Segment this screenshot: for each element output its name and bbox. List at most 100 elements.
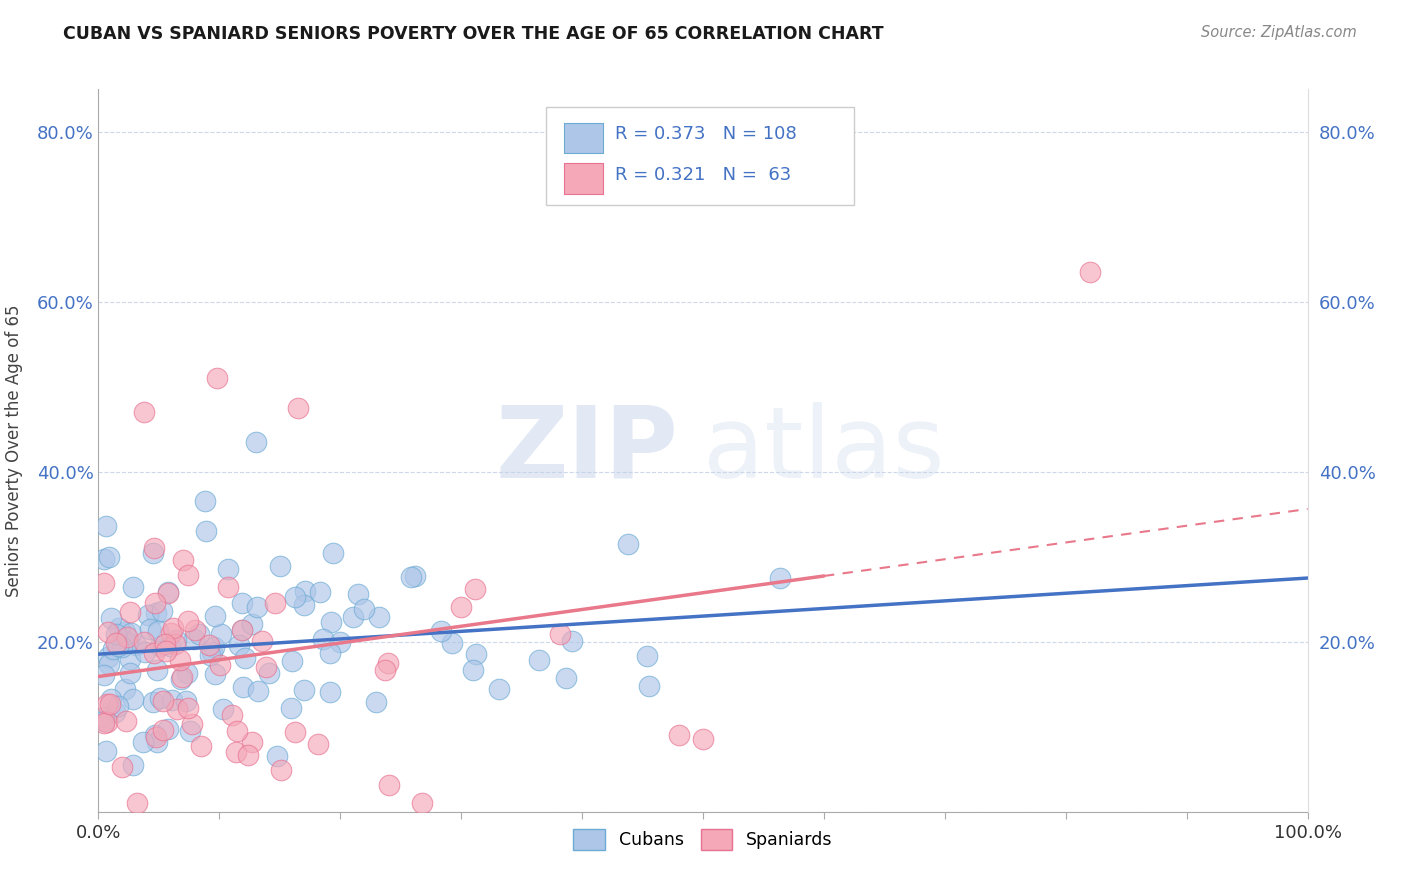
Point xyxy=(146,735,169,749)
Point xyxy=(638,679,661,693)
Point xyxy=(107,699,129,714)
Point xyxy=(142,541,165,556)
Point xyxy=(231,623,253,637)
Point xyxy=(668,728,690,742)
Point xyxy=(156,722,179,736)
Point xyxy=(172,553,194,567)
Point xyxy=(176,665,198,680)
Point xyxy=(157,586,180,600)
Point xyxy=(117,636,139,650)
Point xyxy=(235,651,257,665)
Point xyxy=(198,648,221,663)
Point xyxy=(146,664,169,678)
Point xyxy=(97,649,120,664)
Point xyxy=(181,717,204,731)
Point xyxy=(377,656,399,670)
Point xyxy=(287,401,309,415)
Point xyxy=(231,596,253,610)
Point xyxy=(204,609,226,624)
Point xyxy=(190,739,212,753)
Point xyxy=(617,537,640,551)
FancyBboxPatch shape xyxy=(546,107,855,205)
Point xyxy=(353,601,375,615)
Point xyxy=(152,694,174,708)
Point xyxy=(150,604,173,618)
Point xyxy=(145,728,167,742)
Point xyxy=(561,633,583,648)
Point xyxy=(177,614,200,628)
Point xyxy=(374,663,396,677)
Point xyxy=(120,605,142,619)
Y-axis label: Seniors Poverty Over the Age of 65: Seniors Poverty Over the Age of 65 xyxy=(4,304,22,597)
Point xyxy=(198,638,221,652)
Point xyxy=(94,519,117,533)
Point xyxy=(254,660,277,674)
Point xyxy=(143,646,166,660)
Point xyxy=(769,571,792,585)
Text: Source: ZipAtlas.com: Source: ZipAtlas.com xyxy=(1201,25,1357,40)
Point xyxy=(245,434,267,449)
Text: R = 0.373   N = 108: R = 0.373 N = 108 xyxy=(614,126,796,144)
Point xyxy=(98,698,121,712)
Point xyxy=(319,646,342,660)
Point xyxy=(172,670,194,684)
Point xyxy=(139,622,162,636)
Point xyxy=(93,716,115,731)
Point xyxy=(118,652,141,666)
Text: CUBAN VS SPANIARD SENIORS POVERTY OVER THE AGE OF 65 CORRELATION CHART: CUBAN VS SPANIARD SENIORS POVERTY OVER T… xyxy=(63,25,884,43)
Point xyxy=(143,596,166,610)
Point xyxy=(329,634,352,648)
Point xyxy=(292,683,315,698)
Point xyxy=(134,405,156,419)
Point xyxy=(194,494,217,508)
Point xyxy=(240,617,263,632)
Point xyxy=(269,559,291,574)
Point xyxy=(96,698,118,712)
Point xyxy=(322,546,344,560)
Point xyxy=(250,634,273,648)
Point xyxy=(97,624,120,639)
Point xyxy=(100,611,122,625)
Point xyxy=(136,607,159,622)
Text: ZIP: ZIP xyxy=(496,402,679,499)
Point xyxy=(292,598,315,612)
FancyBboxPatch shape xyxy=(564,163,603,194)
Point xyxy=(125,638,148,652)
Point xyxy=(464,648,486,662)
Point xyxy=(228,638,250,652)
Point xyxy=(98,657,121,671)
Point xyxy=(636,648,658,663)
Point xyxy=(165,633,187,648)
Point xyxy=(145,606,167,620)
FancyBboxPatch shape xyxy=(564,122,603,153)
Point xyxy=(100,692,122,706)
Point xyxy=(170,672,193,686)
Point xyxy=(280,701,302,715)
Point xyxy=(121,580,143,594)
Point xyxy=(488,681,510,696)
Point xyxy=(226,723,249,738)
Point xyxy=(114,624,136,639)
Point xyxy=(246,599,269,614)
Point xyxy=(141,695,163,709)
Point xyxy=(162,621,184,635)
Point xyxy=(142,546,165,560)
Point xyxy=(149,691,172,706)
Point xyxy=(225,746,247,760)
Point xyxy=(347,587,370,601)
Point xyxy=(364,695,387,709)
Point xyxy=(160,693,183,707)
Point xyxy=(155,644,177,658)
Point xyxy=(266,749,288,764)
Point xyxy=(111,631,134,645)
Point xyxy=(149,639,172,653)
Point xyxy=(246,684,269,698)
Point xyxy=(430,624,453,638)
Point xyxy=(221,708,243,723)
Point xyxy=(209,626,232,640)
Point xyxy=(120,665,142,680)
Point xyxy=(202,640,225,654)
Point xyxy=(127,796,149,810)
Point xyxy=(464,582,486,597)
Point xyxy=(257,665,280,680)
